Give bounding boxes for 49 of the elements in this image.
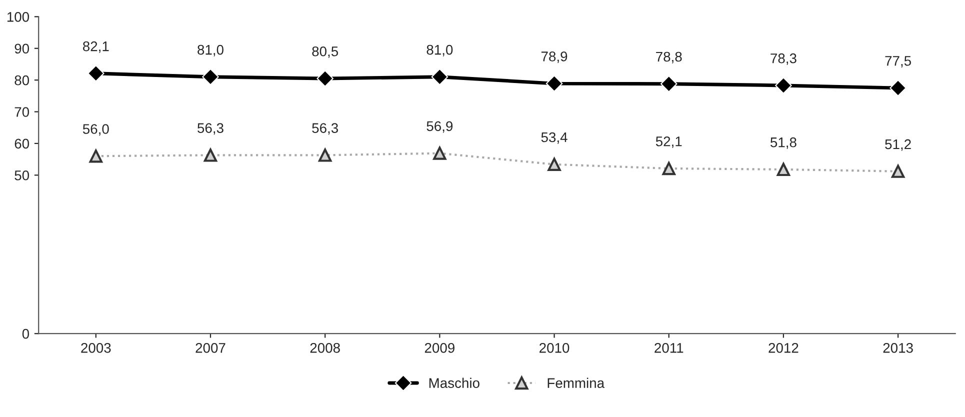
legend-label: Femmina [548,378,605,388]
x-tick-label: 2009 [424,342,454,353]
x-tick-label: 2013 [883,342,913,353]
x-tick-label: 2007 [196,342,226,353]
data-label: 78,9 [541,52,568,63]
data-label: 80,5 [312,46,338,58]
data-label: 81,0 [198,44,224,56]
point [775,77,792,94]
point [88,65,104,82]
x-tick-label: 2011 [654,342,684,353]
point [662,162,676,176]
x-tick-label: 2010 [540,342,570,353]
data-label: 56,3 [312,123,338,135]
y-tick-label: 60 [14,138,30,149]
data-label: 78,8 [656,52,682,64]
data-label: 56,3 [198,123,224,135]
point [660,75,678,92]
data-label: 51,2 [885,139,911,151]
legend-label: Maschio [429,378,480,388]
point [891,164,905,178]
data-label: 81,0 [426,44,453,56]
data-label: 77,5 [885,56,911,68]
point [546,75,563,92]
point [316,70,334,87]
data-label: 53,4 [541,132,568,144]
point [202,68,219,86]
x-tick-label: 2008 [310,342,340,353]
data-label: 51,8 [770,137,796,149]
point [890,80,906,96]
point [431,68,448,86]
y-tick-label: 80 [14,75,30,86]
data-label: 56,0 [82,124,109,136]
data-label: 52,1 [656,136,682,148]
y-tick-label: 90 [14,44,30,54]
x-tick-label: 2012 [768,342,798,353]
y-tick-label: 0 [22,328,30,339]
point [776,162,790,176]
data-label: 78,3 [770,53,796,65]
point [433,146,446,160]
point [204,148,218,162]
y-tick-label: 50 [14,170,30,180]
data-label: 82,1 [82,41,109,53]
data-label: 56,9 [426,121,453,133]
point [318,148,332,162]
y-tick-label: 100 [7,12,30,22]
x-tick-label: 2003 [81,342,111,353]
point [548,158,561,171]
y-tick-label: 70 [14,107,30,117]
point [89,150,102,163]
